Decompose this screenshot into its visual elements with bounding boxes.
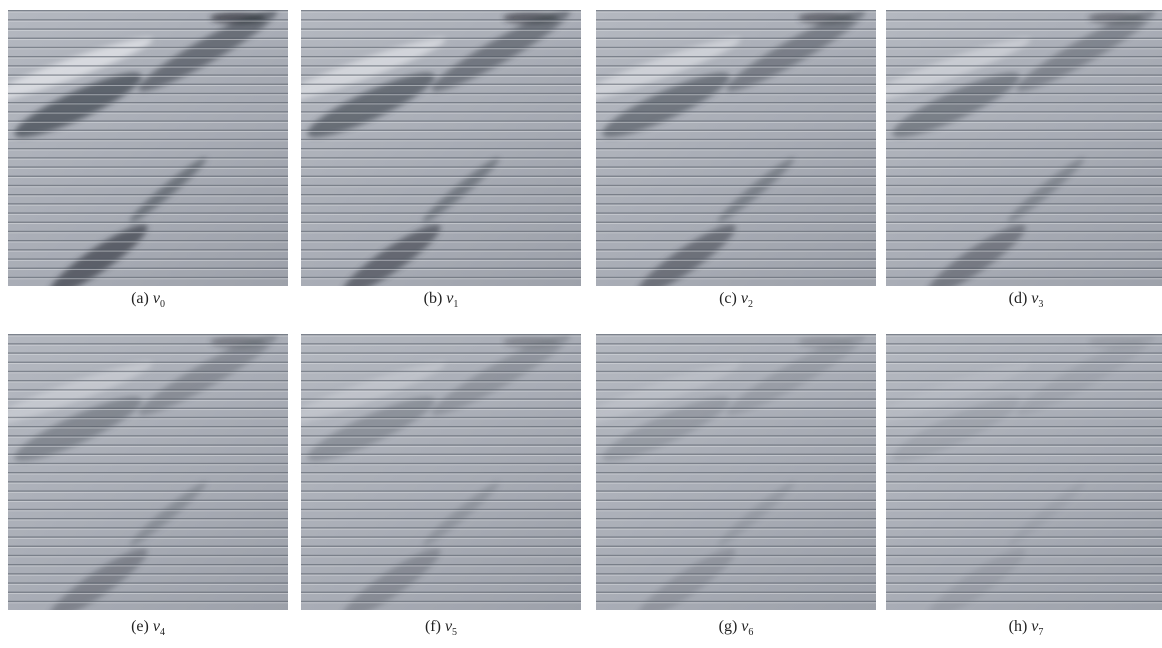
caption-subscript: 6: [748, 627, 753, 638]
caption: (b)v1: [301, 290, 581, 310]
stripes: [886, 334, 1162, 610]
image-panel: [8, 10, 288, 286]
caption: (f)v5: [301, 618, 581, 638]
stripes: [8, 334, 288, 610]
caption-label: (d): [1009, 290, 1028, 307]
image-panel: [301, 10, 581, 286]
image-panel: [886, 10, 1162, 286]
stripes: [301, 334, 581, 610]
caption-label: (c): [719, 290, 737, 307]
caption-label: (a): [131, 290, 149, 307]
caption-subscript: 5: [452, 627, 457, 638]
caption-variable: v: [153, 618, 160, 635]
image-panel: [596, 10, 876, 286]
caption: (h)v7: [886, 618, 1162, 638]
image-panel: [301, 334, 581, 610]
caption-label: (f): [425, 618, 441, 635]
caption: (e)v4: [8, 618, 288, 638]
caption-variable: v: [153, 290, 160, 307]
stripes: [596, 10, 876, 286]
image-panel: [886, 334, 1162, 610]
caption: (a)v0: [8, 290, 288, 310]
caption-subscript: 7: [1038, 627, 1043, 638]
stripes: [8, 10, 288, 286]
image-panel: [8, 334, 288, 610]
caption-label: (h): [1009, 618, 1028, 635]
caption: (c)v2: [596, 290, 876, 310]
image-panel: [596, 334, 876, 610]
caption-label: (e): [131, 618, 149, 635]
stripes: [301, 10, 581, 286]
caption-variable: v: [741, 290, 748, 307]
caption-label: (g): [719, 618, 738, 635]
stripes: [596, 334, 876, 610]
caption: (d)v3: [886, 290, 1162, 310]
caption-subscript: 4: [160, 627, 165, 638]
stripes: [886, 10, 1162, 286]
caption: (g)v6: [596, 618, 876, 638]
caption-variable: v: [445, 618, 452, 635]
caption-label: (b): [424, 290, 443, 307]
caption-subscript: 0: [160, 299, 165, 310]
figure: (a)v0(b)v1(c)v2(d)v3(e)v4(f)v5(g)v6(h)v7: [0, 0, 1162, 648]
caption-subscript: 2: [748, 299, 753, 310]
caption-subscript: 1: [453, 299, 458, 310]
caption-subscript: 3: [1038, 299, 1043, 310]
